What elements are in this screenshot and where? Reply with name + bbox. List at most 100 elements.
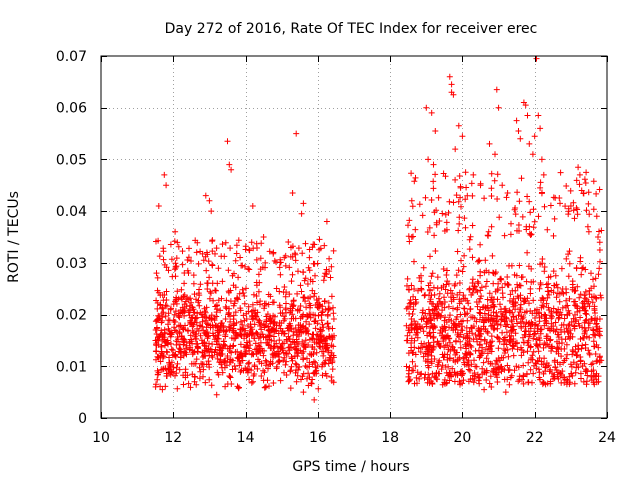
data-point [242,263,248,270]
data-point [320,324,327,331]
data-point [584,223,591,230]
data-point [502,337,509,344]
data-point [276,264,283,271]
plot-frame [100,55,608,419]
data-point [271,328,278,335]
data-point [211,349,218,356]
data-point [186,346,193,353]
data-point [568,370,575,377]
data-point [577,291,584,298]
data-point [535,310,542,317]
data-point [487,373,494,380]
data-point [442,364,449,370]
data-point [561,345,568,352]
data-point [528,355,535,361]
data-point [498,363,505,370]
data-point [160,309,167,316]
data-point [242,365,249,372]
data-point [551,357,558,364]
data-point [584,372,591,379]
data-point [154,353,161,360]
data-point [428,109,435,116]
data-point [250,307,257,314]
data-point [567,187,574,194]
data-point [442,173,449,180]
data-point [435,194,442,201]
data-point [297,303,304,309]
data-point [567,330,574,337]
data-point [260,352,267,359]
data-point [475,258,481,265]
data-point [571,380,578,387]
data-point [161,336,168,343]
data-point [321,242,328,249]
x-axis-label: GPS time / hours [292,459,409,475]
data-point [173,300,180,307]
data-point [537,341,543,348]
data-point [236,362,243,369]
data-point [155,334,162,341]
data-point [174,385,181,392]
data-point [444,267,450,274]
data-point [585,347,592,354]
data-point [307,314,314,321]
data-point [276,337,283,344]
data-point [550,232,557,239]
data-point [241,293,248,299]
data-point [160,365,167,372]
data-point [430,178,437,185]
data-point [432,248,439,254]
data-point [538,297,544,304]
data-point [456,173,463,179]
data-point [170,317,177,324]
data-point [523,278,530,285]
data-point [202,192,209,199]
data-point [488,304,494,311]
data-point [581,176,588,183]
data-point [312,318,319,325]
data-point [446,198,453,205]
data-point [486,140,493,147]
data-point [292,360,299,367]
data-point [527,366,534,373]
data-point [260,367,267,374]
data-point [216,329,223,336]
data-point [497,276,503,283]
data-point [480,318,487,325]
data-point [202,309,209,316]
data-point [403,363,410,370]
data-point [255,316,261,323]
x-axis-tick-labels: 10 12 14 16 18 20 22 24 [92,430,616,446]
data-point [207,288,214,295]
data-point [312,359,319,366]
data-point [327,274,334,281]
data-point [176,314,183,321]
data-point [418,286,425,293]
data-point [488,342,495,349]
data-point [282,262,289,269]
data-point [407,376,413,383]
data-point [263,383,269,390]
data-point [495,104,502,111]
data-point [593,358,600,365]
y-tick-label: 0.01 [56,359,87,375]
data-point [231,363,238,369]
data-point [322,340,329,347]
data-point [548,287,555,294]
data-point [271,313,278,320]
data-point [536,285,543,292]
data-point [303,318,310,325]
data-point [473,287,480,294]
data-point [494,286,501,292]
data-point [227,313,233,320]
data-point [515,222,522,228]
data-point [590,338,597,345]
data-point [563,381,570,388]
data-point [451,369,458,376]
data-point [244,323,251,329]
data-point [434,300,441,307]
data-point [453,192,460,199]
data-point [557,326,564,333]
data-point [270,345,277,352]
data-point [249,203,256,209]
